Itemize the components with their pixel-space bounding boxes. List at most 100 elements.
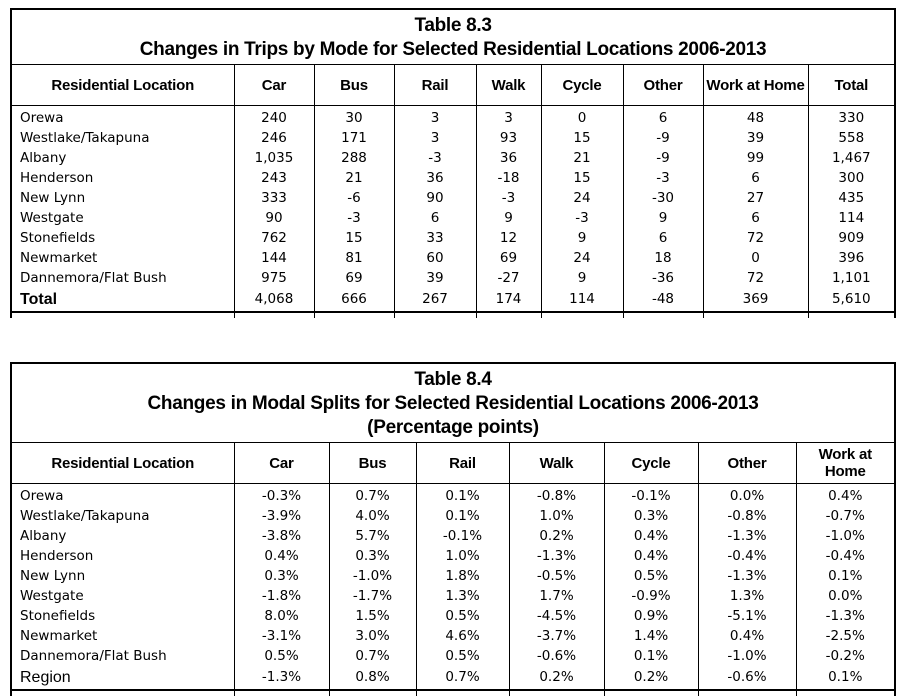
value-cell: -1.3% [697,526,797,546]
col-header-other: Other [697,442,797,484]
value-cell: 0.4% [603,526,699,546]
table-row: Westlake/Takapuna -3.9% 4.0% 0.1% 1.0% 0.3% -0… [10,506,896,526]
value-cell: 0.2% [508,666,605,691]
value-cell: 435 [807,188,896,208]
row-label-cell: Newmarket [10,626,235,646]
value-cell: -3.8% [233,526,330,546]
value-cell: 0.5% [603,566,699,586]
value-cell: 0.4% [795,483,896,506]
value-cell: 72 [702,268,809,288]
value-cell: 4,068 [233,288,315,313]
value-cell: 12 [475,228,542,248]
value-cell: 0.7% [328,483,417,506]
table-row: Newmarket -3.1% 3.0% 4.6% -3.7% 1.4% 0.4% -2.5% [10,626,896,646]
value-cell: 0.0% [795,586,896,606]
value-cell: 9 [475,208,542,228]
value-cell: 24 [540,188,624,208]
value-cell: 762 [233,228,315,248]
table-8-4-body: Orewa -0.3% 0.7% 0.1% -0.8% -0.1% 0.0% 0.4% West… [10,483,896,696]
value-cell: 6 [702,208,809,228]
value-cell: -0.3% [233,483,330,506]
value-cell: 330 [807,105,896,128]
value-cell: -27 [475,268,542,288]
value-cell: 3.0% [328,626,417,646]
value-cell: -18 [475,168,542,188]
value-cell: 396 [807,248,896,268]
table-row: Westgate -1.8% -1.7% 1.3% 1.7% -0.9% 1.3% 0.0% [10,586,896,606]
value-cell: 39 [702,128,809,148]
value-cell: 15 [313,228,395,248]
value-cell: 0.1% [795,666,896,691]
value-cell: 1,035 [233,148,315,168]
value-cell: 0.1% [795,566,896,586]
value-cell: 8.0% [233,606,330,626]
border-stub [508,690,605,696]
row-label-cell: Newmarket [10,248,235,268]
value-cell: 0.7% [415,666,510,691]
border-stub [10,312,235,318]
value-cell: 9 [540,268,624,288]
value-cell: -3 [475,188,542,208]
col-header-cycle: Cycle [603,442,699,484]
value-cell: 39 [393,268,477,288]
value-cell: -3 [540,208,624,228]
border-stub [807,312,896,318]
value-cell: 0.5% [415,646,510,666]
value-cell: 243 [233,168,315,188]
row-label-cell: Dannemora/Flat Bush [10,646,235,666]
value-cell: -3 [393,148,477,168]
value-cell: 4.6% [415,626,510,646]
value-cell: -3 [622,168,704,188]
table-8-4-header-row: Residential Location Car Bus Rail Walk C… [10,442,896,484]
value-cell: -2.5% [795,626,896,646]
value-cell: -3.9% [233,506,330,526]
value-cell: 0.7% [328,646,417,666]
summary-row: Region -1.3% 0.8% 0.7% 0.2% 0.2% -0.6% 0.1% [10,666,896,691]
value-cell: 0 [702,248,809,268]
table-8-3-body: Orewa 240 30 3 3 0 6 48 330 Westlake/Takapuna 246 1… [10,105,896,318]
value-cell: -9 [622,148,704,168]
border-stub [622,312,704,318]
value-cell: 558 [807,128,896,148]
table-title-block: Table 8.3 Changes in Trips by Mode for S… [11,9,896,65]
value-cell: 0.1% [415,483,510,506]
table-8-4-subtitle: Changes in Modal Splits for Selected Res… [147,393,759,414]
value-cell: -5.1% [697,606,797,626]
value-cell: 36 [393,168,477,188]
value-cell: 18 [622,248,704,268]
table-row: Stonefields 8.0% 1.5% 0.5% -4.5% 0.9% -5.1% -1.… [10,606,896,626]
value-cell: 21 [313,168,395,188]
value-cell: -1.3% [508,546,605,566]
row-label-cell: Henderson [10,546,235,566]
border-stub [540,312,624,318]
table-row: Orewa 240 30 3 3 0 6 48 330 [10,105,896,128]
value-cell: 0.4% [603,546,699,566]
border-stub [415,690,510,696]
table-8-3-header-row: Residential Location Car Bus Rail Walk C… [10,64,896,106]
value-cell: 90 [393,188,477,208]
value-cell: 15 [540,128,624,148]
table-8-4-title-cell: Table 8.4 Changes in Modal Splits for Se… [11,363,896,443]
value-cell: -1.3% [233,666,330,691]
value-cell: 0.1% [415,506,510,526]
value-cell: 0.4% [697,626,797,646]
col-header-walk: Walk [475,64,542,106]
col-header-work-at-home: Work at Home [795,442,896,484]
table-row: Albany -3.8% 5.7% -0.1% 0.2% 0.4% -1.3% -1.0% [10,526,896,546]
row-label-cell: Orewa [10,105,235,128]
value-cell: 72 [702,228,809,248]
row-label-cell: Stonefields [10,228,235,248]
table-row: Newmarket 144 81 60 69 24 18 0 396 [10,248,896,268]
value-cell: 909 [807,228,896,248]
row-label-cell: Westlake/Takapuna [10,506,235,526]
row-label-cell: Region [10,666,235,691]
value-cell: 0.2% [508,526,605,546]
value-cell: 69 [313,268,395,288]
value-cell: 1.8% [415,566,510,586]
col-header-bus: Bus [328,442,417,484]
value-cell: -4.5% [508,606,605,626]
value-cell: 6 [702,168,809,188]
value-cell: 0.9% [603,606,699,626]
border-stub [328,690,417,696]
